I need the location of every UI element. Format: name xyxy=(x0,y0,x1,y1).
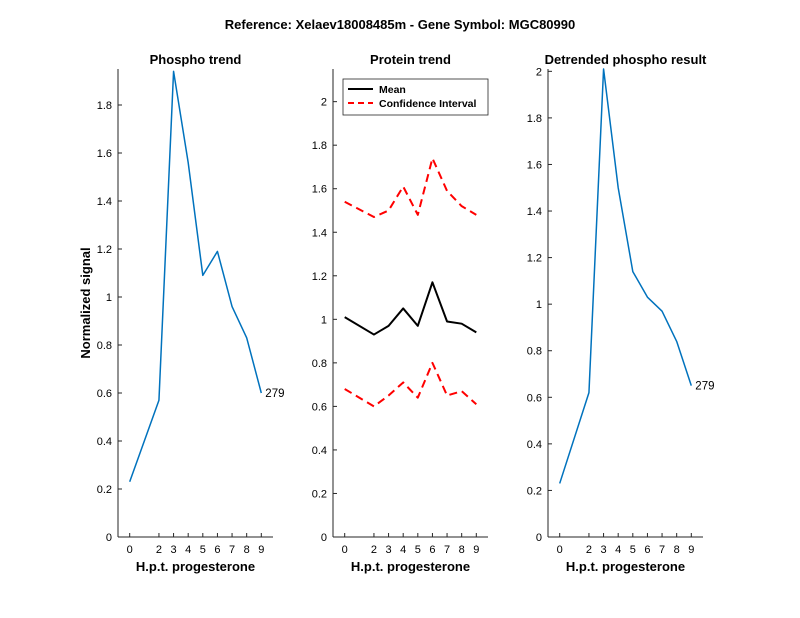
y-tick-label: 1.8 xyxy=(97,100,112,112)
series-line xyxy=(128,70,263,483)
x-tick-label: 7 xyxy=(659,544,665,556)
x-tick-label: 7 xyxy=(229,544,235,556)
y-tick-label: 1.2 xyxy=(527,253,542,265)
y-tick-label: 1 xyxy=(321,314,327,326)
x-tick-label: 0 xyxy=(557,544,563,556)
y-tick-label: 0.2 xyxy=(97,484,112,496)
y-tick-label: 1.6 xyxy=(527,159,542,171)
panel-title: Detrended phospho result xyxy=(545,52,707,67)
x-tick-label: 8 xyxy=(244,544,250,556)
y-tick-label: 0.6 xyxy=(312,401,327,413)
line-end-annotation: 279 xyxy=(695,381,714,393)
y-tick-label: 1.8 xyxy=(527,113,542,125)
x-tick-label: 7 xyxy=(444,544,450,556)
y-tick-label: 1.6 xyxy=(97,148,112,160)
line-end-annotation: 279 xyxy=(265,388,284,400)
x-tick-label: 8 xyxy=(674,544,680,556)
x-tick-label: 4 xyxy=(400,544,406,556)
y-tick-label: 0.6 xyxy=(97,388,112,400)
x-tick-label: 2 xyxy=(371,544,377,556)
y-tick-label: 0.2 xyxy=(312,488,327,500)
y-tick-label: 1.4 xyxy=(312,227,327,239)
x-tick-label: 0 xyxy=(342,544,348,556)
x-tick-label: 8 xyxy=(459,544,465,556)
x-tick-label: 5 xyxy=(630,544,636,556)
x-tick-label: 5 xyxy=(415,544,421,556)
y-tick-label: 1 xyxy=(106,292,112,304)
y-tick-label: 1.4 xyxy=(527,206,542,218)
x-tick-label: 3 xyxy=(601,544,607,556)
x-tick-label: 9 xyxy=(473,544,479,556)
x-tick-label: 0 xyxy=(127,544,133,556)
x-tick-label: 3 xyxy=(171,544,177,556)
y-tick-label: 0.8 xyxy=(97,340,112,352)
y-tick-label: 0.4 xyxy=(97,436,112,448)
series-line xyxy=(558,68,693,484)
panel-phospho-trend: Phospho trend 0 0.2 0.4 0.6 0.8 1 1.2 1.4 1.6 1.8 0… xyxy=(78,52,284,574)
x-tick-label: 6 xyxy=(214,544,220,556)
x-tick-label: 3 xyxy=(386,544,392,556)
y-tick-label: 0.2 xyxy=(527,485,542,497)
mean-line xyxy=(344,281,477,336)
x-tick-label: 9 xyxy=(688,544,694,556)
x-tick-label: 4 xyxy=(185,544,191,556)
panel-protein-trend: Protein trend 0 0.2 0.4 0.6 0.8 1 1.2 1.4 1.6 1.8 2… xyxy=(312,52,489,574)
x-tick-label: 4 xyxy=(615,544,621,556)
panel-title: Phospho trend xyxy=(150,52,242,67)
x-axis-label: H.p.t. progesterone xyxy=(351,559,470,574)
y-tick-label: 1 xyxy=(536,299,542,311)
y-tick-label: 0.8 xyxy=(312,358,327,370)
y-tick-label: 0 xyxy=(536,532,542,544)
x-tick-label: 2 xyxy=(156,544,162,556)
legend-entry: Mean xyxy=(379,84,406,96)
x-axis-label: H.p.t. progesterone xyxy=(566,559,685,574)
x-tick-label: 6 xyxy=(429,544,435,556)
y-tick-label: 1.8 xyxy=(312,140,327,152)
y-tick-label: 0 xyxy=(321,532,327,544)
panel-title: Protein trend xyxy=(370,52,451,67)
y-axis-label: Normalized signal xyxy=(78,247,93,358)
y-tick-label: 2 xyxy=(321,97,327,109)
confidence-interval-line xyxy=(344,157,477,219)
y-tick-label: 0.4 xyxy=(527,439,542,451)
confidence-interval-line xyxy=(344,361,477,408)
x-axis-label: H.p.t. progesterone xyxy=(136,559,255,574)
x-tick-label: 9 xyxy=(258,544,264,556)
y-tick-label: 1.2 xyxy=(97,244,112,256)
y-tick-label: 1.4 xyxy=(97,196,112,208)
figure-suptitle: Reference: Xelaev18008485m - Gene Symbol… xyxy=(225,17,575,32)
x-tick-label: 6 xyxy=(644,544,650,556)
panel-detrended-phospho: Detrended phospho result 0 0.2 0.4 0.6 0.8 1 1.… xyxy=(527,52,715,574)
y-tick-label: 1.2 xyxy=(312,271,327,283)
y-tick-label: 0.4 xyxy=(312,445,327,457)
y-tick-label: 2 xyxy=(536,66,542,78)
y-tick-label: 0.8 xyxy=(527,346,542,358)
x-tick-label: 5 xyxy=(200,544,206,556)
legend-entry: Confidence Interval xyxy=(379,98,477,110)
y-tick-label: 0 xyxy=(106,532,112,544)
x-tick-label: 2 xyxy=(586,544,592,556)
y-tick-label: 0.6 xyxy=(527,392,542,404)
legend-box xyxy=(342,78,489,116)
y-tick-label: 1.6 xyxy=(312,184,327,196)
